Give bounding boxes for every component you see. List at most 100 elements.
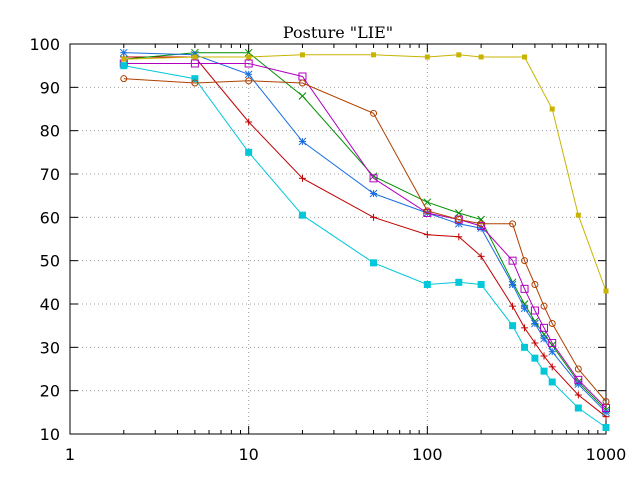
data-point <box>299 52 305 58</box>
data-point <box>423 207 431 215</box>
data-point <box>245 77 253 85</box>
data-point <box>120 75 128 83</box>
series-5 <box>120 62 610 431</box>
series-line <box>123 63 607 409</box>
data-point <box>423 281 431 288</box>
data-point <box>520 284 529 293</box>
data-point <box>548 339 557 347</box>
data-point <box>423 209 432 217</box>
series-1 <box>120 53 610 421</box>
series-line <box>123 54 607 292</box>
data-point <box>120 62 128 70</box>
data-point <box>540 334 548 343</box>
data-point <box>370 109 378 117</box>
data-point <box>531 354 539 362</box>
data-point <box>245 148 253 156</box>
data-point <box>520 304 529 313</box>
plot-frame <box>69 43 607 435</box>
data-point <box>370 213 378 221</box>
data-point <box>531 319 539 328</box>
data-point <box>603 288 609 294</box>
data-point <box>531 281 539 288</box>
data-point <box>521 343 529 351</box>
series-7 <box>120 75 610 405</box>
data-point <box>121 56 127 62</box>
data-point <box>477 222 486 230</box>
axis-ticks <box>69 43 607 435</box>
data-point <box>530 306 539 315</box>
data-point <box>456 52 462 58</box>
data-point <box>192 54 198 60</box>
series-group <box>119 48 610 431</box>
data-point <box>478 54 484 60</box>
data-point <box>244 70 253 79</box>
data-point <box>298 79 306 87</box>
data-point <box>119 48 128 57</box>
data-point <box>477 281 485 288</box>
data-point <box>298 92 307 100</box>
data-point <box>369 189 378 198</box>
data-point <box>548 363 556 371</box>
y-tick-label: 60 <box>40 208 60 227</box>
data-point <box>455 216 463 223</box>
y-tick-label: 30 <box>40 338 60 357</box>
data-point <box>574 375 583 384</box>
data-point <box>190 59 199 68</box>
data-point <box>423 198 432 207</box>
data-point <box>454 209 463 217</box>
x-tick-label: 1 <box>65 445 75 464</box>
data-point <box>574 404 582 412</box>
data-point <box>245 118 253 126</box>
data-point <box>191 79 199 87</box>
data-point <box>298 174 306 182</box>
data-point <box>371 52 377 58</box>
data-point <box>369 174 378 183</box>
data-point <box>191 75 199 83</box>
data-point <box>548 378 556 386</box>
y-tick-label: 90 <box>40 78 60 97</box>
data-point <box>575 212 581 218</box>
data-point <box>455 278 463 286</box>
data-point <box>508 280 517 289</box>
series-line <box>123 78 607 402</box>
data-point <box>298 137 307 146</box>
data-point <box>370 259 378 267</box>
data-point <box>548 320 556 327</box>
data-point <box>424 54 430 60</box>
data-point <box>540 352 548 360</box>
data-point <box>602 424 610 431</box>
data-point <box>298 211 306 219</box>
data-point <box>477 220 485 228</box>
data-point <box>531 339 539 347</box>
data-point <box>477 252 485 260</box>
series-6 <box>121 52 609 294</box>
data-point <box>540 323 549 332</box>
data-point <box>521 257 529 265</box>
data-point <box>522 54 528 60</box>
data-point <box>540 302 548 310</box>
y-tick-label: 80 <box>40 122 60 141</box>
data-point <box>574 391 582 399</box>
data-point <box>508 256 517 265</box>
y-tick-label: 20 <box>40 382 60 401</box>
data-point <box>369 172 378 181</box>
data-point <box>509 322 517 330</box>
data-point <box>423 231 431 239</box>
chart-title: Posture "LIE" <box>283 23 393 42</box>
y-tick-label: 100 <box>29 35 60 54</box>
series-line <box>123 56 607 418</box>
data-point <box>509 220 517 228</box>
data-point <box>521 324 529 332</box>
data-point <box>246 54 252 60</box>
data-point <box>574 365 582 373</box>
data-point <box>602 398 610 405</box>
series-3 <box>119 48 610 417</box>
data-point <box>540 367 548 375</box>
x-tick-label: 1000 <box>586 445 627 464</box>
data-point <box>244 59 253 68</box>
data-point <box>602 408 610 417</box>
y-tick-label: 10 <box>40 425 60 444</box>
x-tick-label: 100 <box>412 445 443 464</box>
